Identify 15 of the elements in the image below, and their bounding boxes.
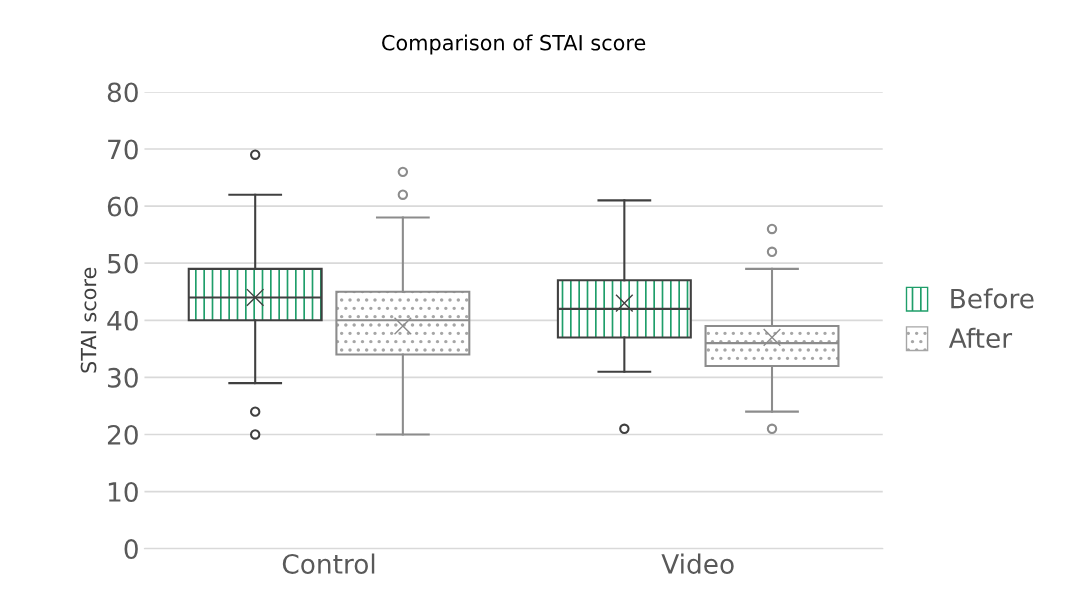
y-tick-label: 20: [107, 424, 138, 445]
y-tick-label: 80: [107, 82, 138, 103]
x-tick-label: Control: [282, 553, 375, 574]
legend-label: After: [948, 327, 1013, 349]
y-tick-label: 40: [107, 310, 138, 331]
y-tick-label: 60: [107, 196, 138, 217]
y-tick-label: 10: [108, 481, 138, 502]
y-tick-label: 70: [108, 139, 138, 160]
chart-title: Comparison of STAI score: [382, 34, 646, 55]
y-axis-title: STAI score: [80, 267, 97, 373]
y-tick-label: 0: [124, 539, 138, 560]
y-tick-label: 30: [108, 367, 138, 388]
y-tick-label: 50: [108, 253, 138, 274]
legend-label: Before: [951, 288, 1034, 309]
x-tick-label: Video: [661, 553, 734, 574]
